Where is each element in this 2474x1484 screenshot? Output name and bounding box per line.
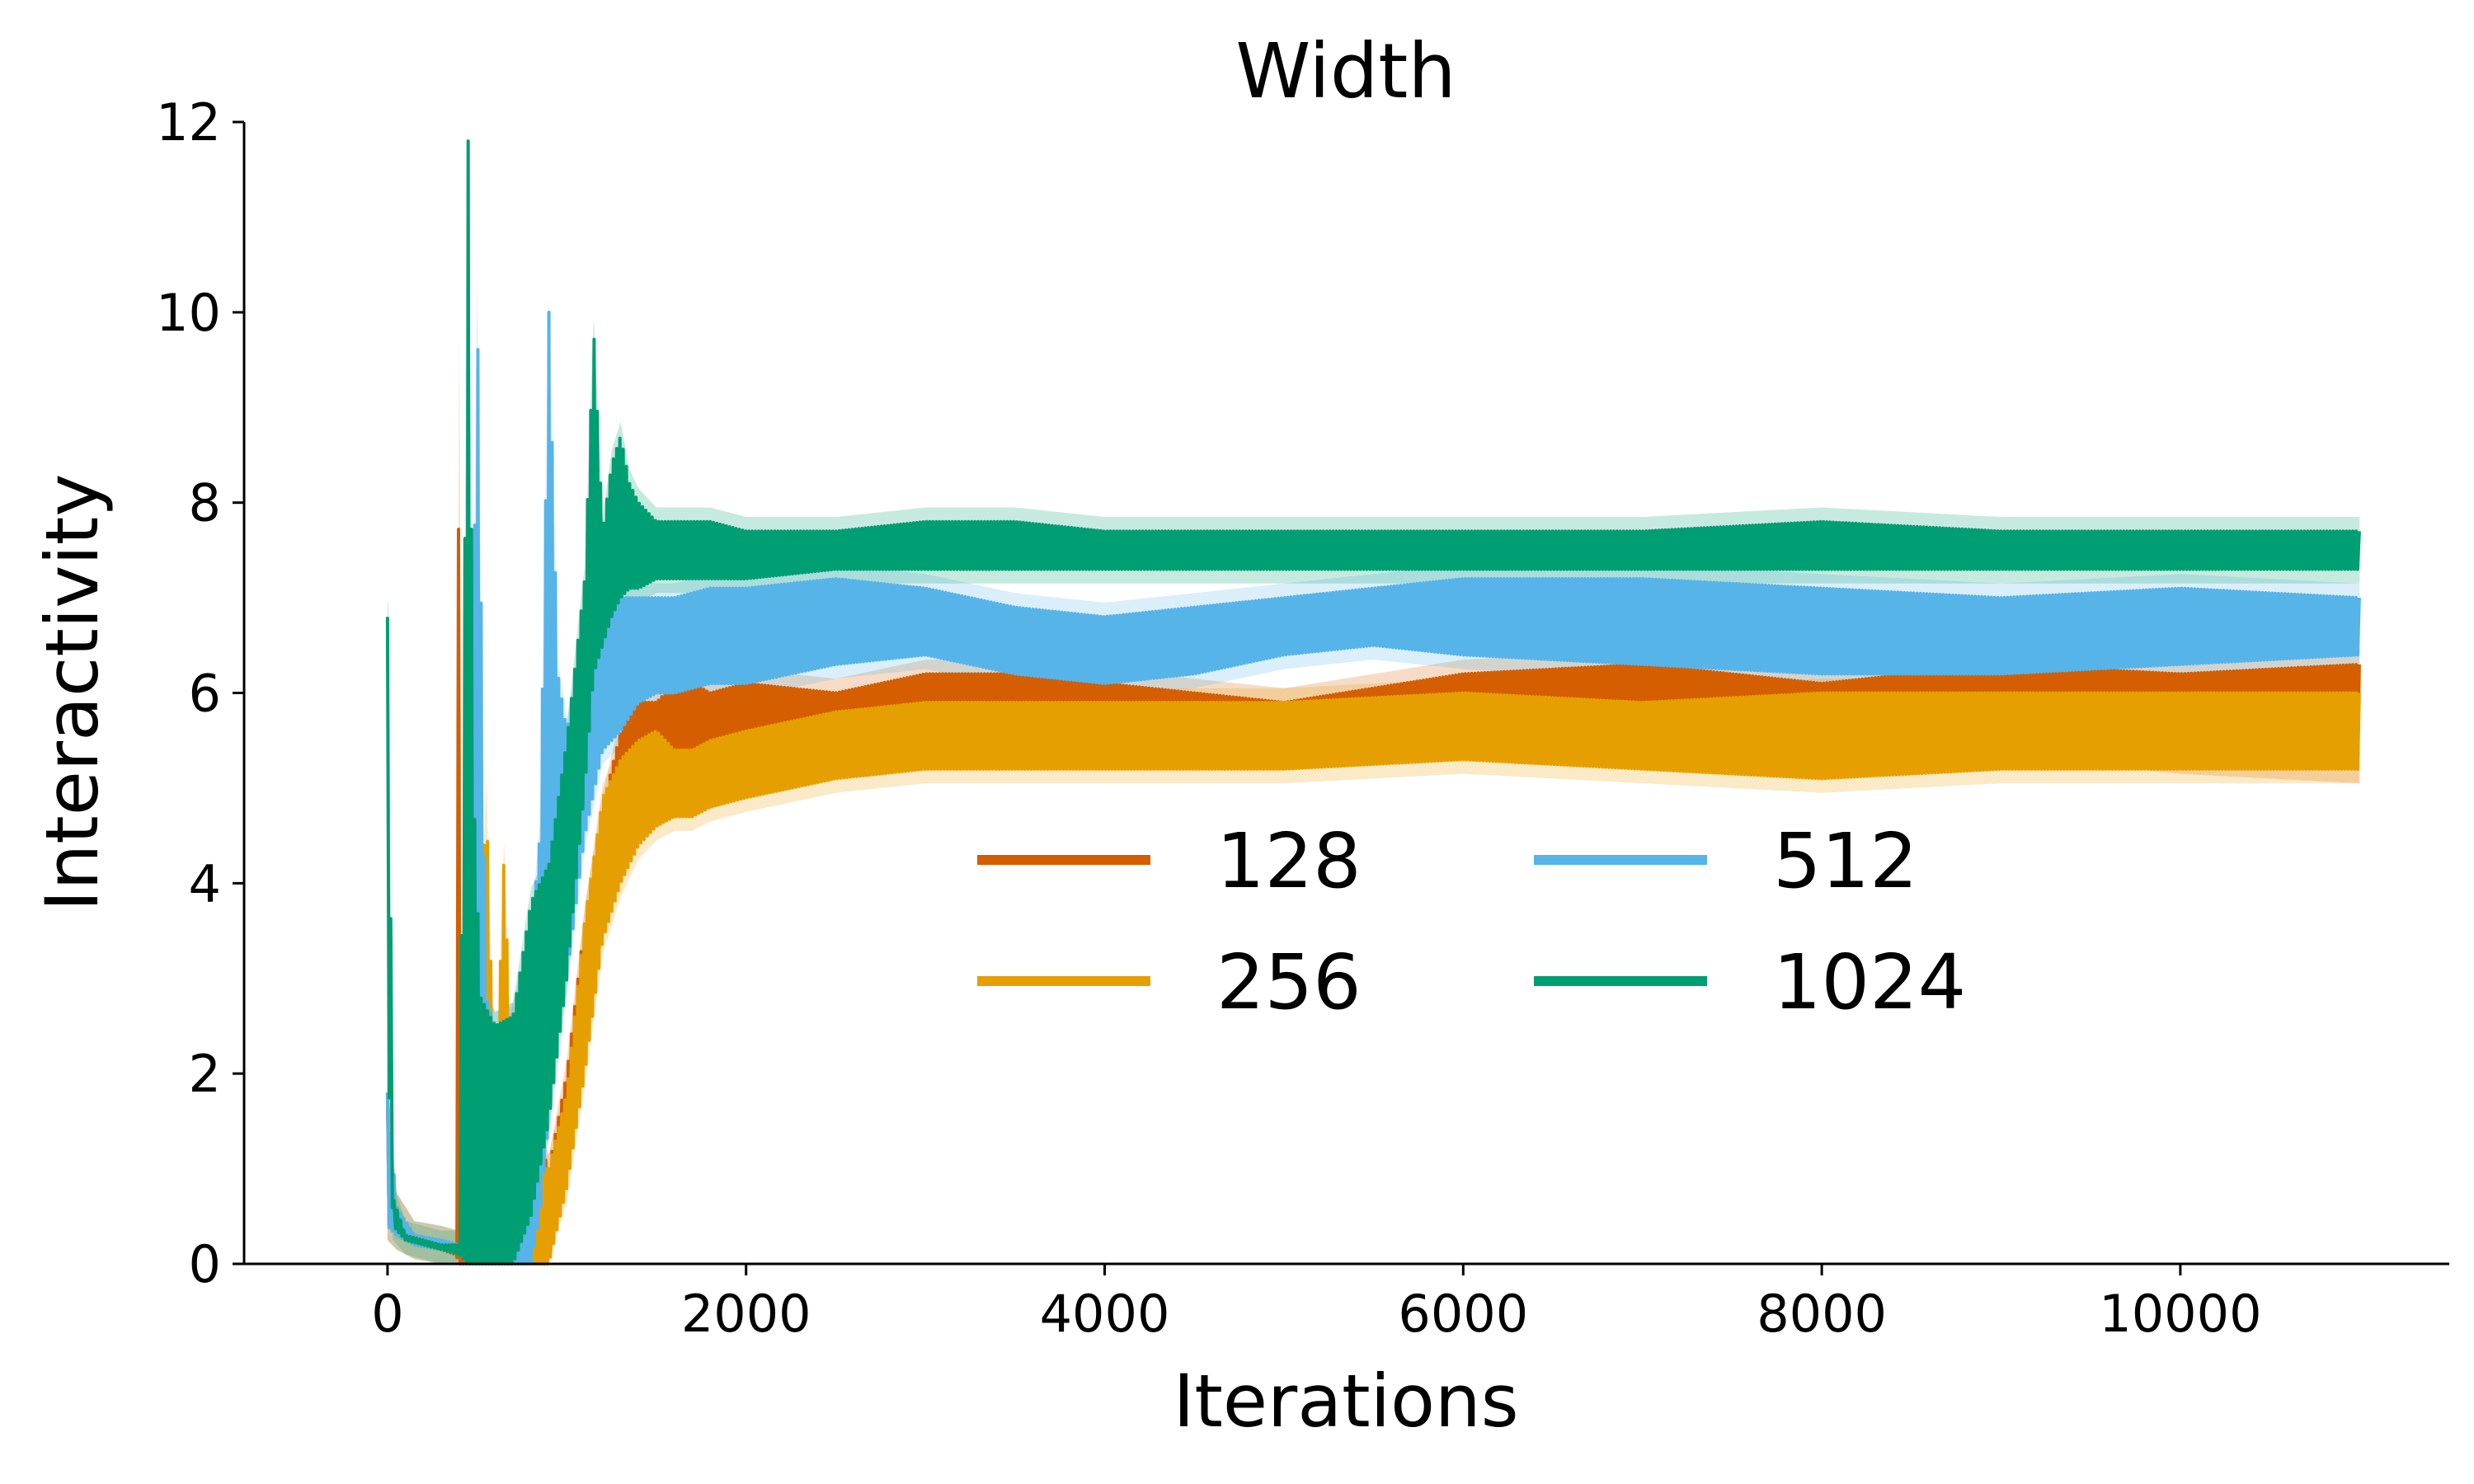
legend: 128 256 512 1024	[977, 817, 1966, 1026]
series-line-512	[385, 310, 2361, 1266]
x-tick-label: 0	[371, 1284, 403, 1344]
y-tick-label: 2	[189, 1044, 221, 1104]
legend-label-1024: 1024	[1773, 938, 1966, 1026]
x-tick-label: 8000	[1757, 1284, 1887, 1344]
series-lines	[385, 139, 2361, 1266]
x-tick-label: 2000	[681, 1284, 811, 1344]
y-tick-label: 10	[156, 283, 221, 343]
x-tick-label: 6000	[1398, 1284, 1528, 1344]
chart-title: Width	[1235, 27, 1456, 115]
y-axis-label: Interactivity	[30, 474, 115, 912]
y-tick-label: 8	[189, 473, 221, 533]
x-axis-label: Iterations	[1173, 1359, 1518, 1444]
y-tick-label: 0	[189, 1234, 221, 1294]
legend-label-256: 256	[1216, 938, 1362, 1026]
legend-label-128: 128	[1216, 817, 1362, 905]
x-tick-label: 4000	[1040, 1284, 1170, 1344]
legend-label-512: 512	[1773, 817, 1918, 905]
series-line-1024	[385, 139, 2361, 1266]
y-tick-label: 6	[189, 664, 221, 724]
y-tick-label: 4	[189, 853, 221, 913]
y-tick-label: 12	[156, 92, 221, 153]
series-line-256	[385, 691, 2361, 1266]
axis-ticks: 0 2000 4000 6000 8000 10000 0 2 4 6 8 10 12	[156, 92, 2261, 1344]
x-tick-label: 10000	[2099, 1284, 2261, 1344]
